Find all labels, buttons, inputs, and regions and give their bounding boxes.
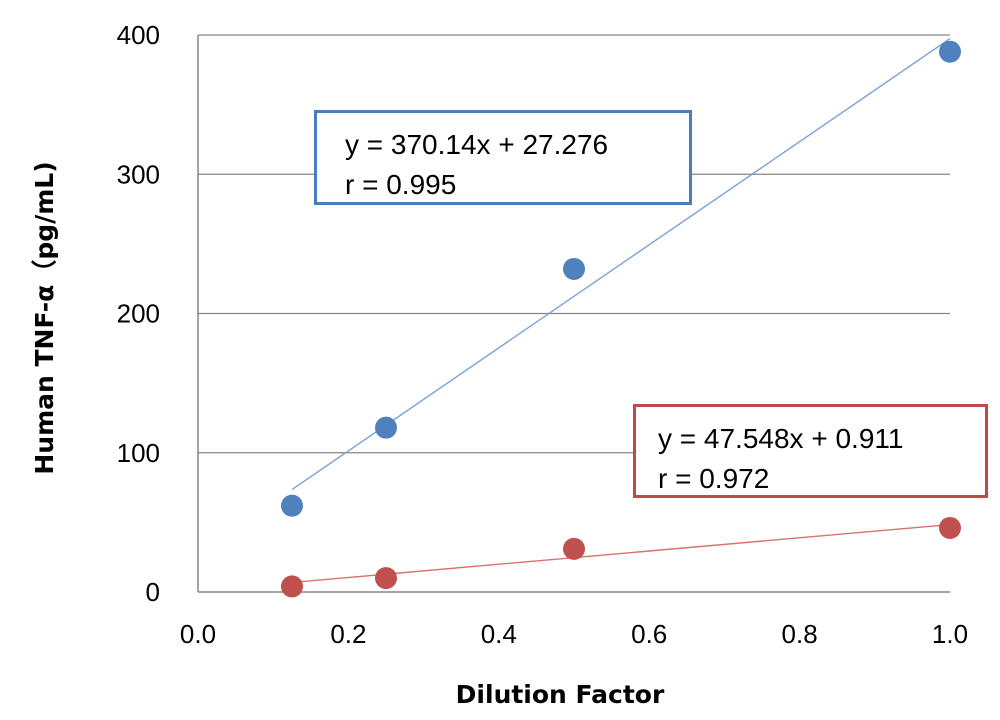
y-axis-title: Human TNF-α（pg/mL): [30, 161, 59, 474]
data-point-series-1: [563, 537, 585, 560]
trendline-series-1: [291, 523, 951, 584]
data-point-series-0: [375, 416, 397, 439]
x-tick-label: 0.0: [180, 619, 216, 649]
trendline-equation-box-blue: y = 370.14x + 27.276 r = 0.995: [314, 110, 692, 205]
x-tick-labels: 0.0 0.2 0.4 0.6 0.8 1.0: [180, 619, 968, 649]
data-point-series-1: [375, 567, 397, 590]
y-tick-label: 400: [117, 20, 160, 50]
r-value-text: r = 0.972: [658, 463, 770, 494]
y-tick-label: 200: [117, 299, 160, 329]
r-value-text: r = 0.995: [345, 169, 457, 200]
data-point-series-1: [281, 575, 303, 598]
x-tick-label: 0.6: [631, 619, 667, 649]
data-points: [281, 40, 961, 598]
x-tick-label: 1.0: [932, 619, 968, 649]
x-tick-label: 0.8: [782, 619, 818, 649]
y-tick-label: 100: [117, 438, 160, 468]
grid-lines: [198, 34, 950, 454]
data-point-series-0: [563, 257, 585, 280]
x-tick-label: 0.2: [330, 619, 366, 649]
trendline-equation-box-red: y = 47.548x + 0.911 r = 0.972: [633, 404, 988, 498]
data-point-series-0: [281, 494, 303, 517]
trendline-series-0: [291, 38, 951, 491]
data-point-series-0: [939, 40, 961, 63]
data-point-series-1: [939, 516, 961, 539]
equation-text: y = 370.14x + 27.276: [345, 129, 609, 160]
y-tick-labels: 0 100 200 300 400: [117, 20, 160, 607]
equation-text: y = 47.548x + 0.911: [658, 423, 904, 454]
x-tick-label: 0.4: [481, 619, 517, 649]
x-axis-title: Dilution Factor: [456, 680, 665, 709]
y-tick-label: 0: [146, 577, 160, 607]
y-tick-label: 300: [117, 159, 160, 189]
trendlines: [291, 38, 951, 584]
